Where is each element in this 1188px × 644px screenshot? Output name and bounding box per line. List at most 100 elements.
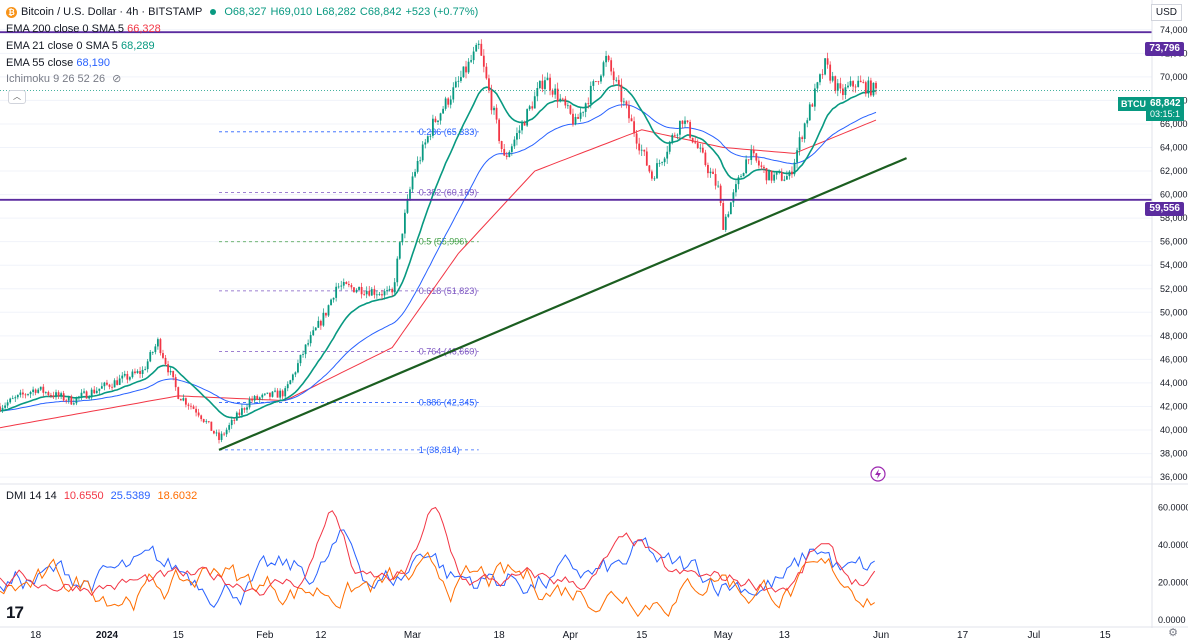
candle-body (39, 386, 42, 390)
candle-body (156, 339, 159, 347)
candle-body (426, 136, 429, 143)
candle-body (470, 60, 473, 62)
candle-body (414, 171, 416, 177)
dmi-minus-line (0, 551, 875, 618)
candle-body (72, 403, 75, 405)
time-tick-label: May (714, 630, 733, 641)
price-tick-label: 54,000 (1160, 260, 1188, 270)
candle-body (482, 55, 485, 67)
trendline[interactable] (218, 157, 907, 451)
ichimoku-legend[interactable]: Ichimoku 9 26 52 26 ⊘ (6, 72, 121, 86)
candle-body (167, 364, 169, 373)
candle-body (75, 397, 78, 404)
candle-body (190, 405, 192, 407)
market-status-icon (210, 9, 217, 15)
candle-body (594, 81, 597, 82)
time-tick-label: 12 (315, 630, 327, 641)
collapse-legend-button[interactable]: ︿ (8, 90, 26, 104)
candle-body (783, 179, 786, 181)
eye-hidden-icon[interactable]: ⊘ (112, 73, 122, 85)
candle-body (656, 163, 658, 179)
last-price-tag: 68,842 03:15:1 (1146, 97, 1184, 121)
ema-55-line (0, 104, 877, 412)
candle-body (375, 294, 378, 296)
candle-body (319, 320, 322, 326)
candle-body (55, 392, 57, 398)
ema55-label: EMA 55 close (6, 57, 74, 69)
candle-body (449, 99, 452, 105)
candle-body (406, 198, 409, 213)
candle-body (661, 162, 663, 163)
candle-body (844, 87, 847, 96)
ema-21-path (0, 84, 877, 419)
candle-body (765, 168, 768, 181)
ema-21-line (0, 84, 877, 419)
candle-body (241, 408, 243, 415)
candle-body (712, 171, 714, 175)
trendline-path (218, 157, 907, 451)
dmi-legend[interactable]: DMI 14 14 10.6550 25.5389 18.6032 (6, 490, 197, 502)
candle-body (546, 77, 549, 81)
candle-body (523, 122, 526, 126)
symbol-title[interactable]: Bitcoin / U.S. Dollar · 4h · BITSTAMP (21, 6, 203, 18)
price-tick-label: 66,000 (1160, 119, 1188, 129)
candle-body (554, 88, 557, 95)
candle-body (434, 118, 437, 122)
ohlc-change: +523 (+0.77%) (405, 6, 479, 18)
candle-body (808, 104, 811, 121)
price-tick-label: 50,000 (1160, 307, 1188, 317)
currency-badge[interactable]: USD (1150, 4, 1182, 21)
candle-body (365, 290, 368, 295)
candle-body (215, 432, 218, 434)
candle-body (421, 144, 424, 161)
price-tick-label: 42,000 (1160, 401, 1188, 411)
candle-body (516, 133, 518, 140)
candle-body (34, 389, 37, 393)
candle-body (93, 389, 96, 394)
candle-body (14, 397, 17, 399)
candle-body (383, 291, 386, 296)
price-tick-label: 44,000 (1160, 378, 1188, 388)
candle-body (205, 421, 208, 423)
candle-body (617, 79, 620, 85)
candle-body (829, 64, 832, 81)
candle-body (485, 66, 488, 79)
candle-body (541, 80, 544, 89)
ema55-legend[interactable]: EMA 55 close 68,190 (6, 56, 110, 70)
lightning-icon[interactable] (870, 466, 886, 482)
candle-body (803, 123, 806, 139)
horizontal-lines[interactable] (0, 31, 1152, 201)
candle-body (577, 117, 579, 119)
gear-icon[interactable]: ⚙ (1168, 627, 1178, 639)
candle-body (752, 150, 755, 154)
candle-body (679, 120, 681, 135)
ema21-value: 68,289 (120, 40, 155, 52)
ema200-legend[interactable]: EMA 200 close 0 SMA 5 66,328 (6, 22, 161, 36)
ema21-legend[interactable]: EMA 21 close 0 SMA 5 68,289 (6, 39, 155, 53)
price-tick-label: 38,000 (1160, 449, 1188, 459)
candle-body (757, 160, 760, 166)
candle-body (582, 111, 585, 113)
candle-body (569, 105, 572, 114)
candle-body (671, 134, 674, 142)
candle-body (824, 58, 826, 75)
ohlc-low: L68,282 (316, 6, 356, 18)
candle-body (505, 155, 508, 157)
candle-body (722, 202, 725, 230)
candle-body (146, 361, 149, 370)
candle-body (358, 286, 360, 290)
tradingview-logo[interactable]: 17 (6, 603, 24, 622)
candle-body (256, 396, 259, 400)
candle-body (747, 159, 750, 161)
candle-body (230, 419, 233, 426)
candle-body (276, 390, 279, 398)
candle-body (707, 164, 709, 174)
candle-body (44, 392, 47, 393)
candle-body (90, 389, 93, 398)
candle-body (521, 122, 523, 131)
candle-body (429, 135, 432, 137)
candle-body (432, 118, 434, 136)
candle-body (37, 389, 40, 393)
candle-body (174, 377, 177, 388)
